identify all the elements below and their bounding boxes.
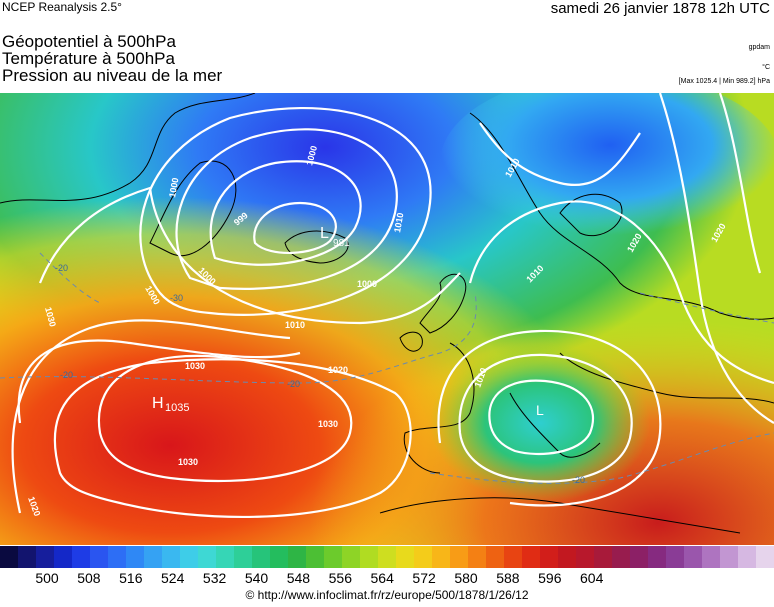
colorbar-swatch: [216, 546, 235, 568]
colorbar-tick-label: 580: [454, 570, 478, 586]
colorbar-swatch: [486, 546, 505, 568]
colorbar-swatch: [666, 546, 685, 568]
isobar-label: 1020: [328, 365, 348, 375]
colorbar-swatch: [252, 546, 271, 568]
colorbar-swatch: [612, 546, 631, 568]
isobars: [11, 93, 774, 519]
isobar-label: 1000: [167, 177, 180, 198]
high-pressure-value: 1035: [165, 402, 189, 414]
colorbar-tick-label: 604: [580, 570, 604, 586]
colorbar-swatch: [738, 546, 757, 568]
isobar-label: 1010: [285, 320, 305, 330]
colorbar-swatch: [720, 546, 739, 568]
colorbar-tick-label: 508: [77, 570, 101, 586]
isotherm-label: -20: [572, 475, 585, 485]
isotherm-label: -20: [60, 370, 73, 380]
colorbar-swatch: [18, 546, 37, 568]
source-label: NCEP Reanalysis 2.5°: [2, 0, 122, 14]
isobar-label: 1030: [178, 457, 198, 467]
coastlines: [0, 93, 774, 534]
colorbar-swatch: [360, 546, 379, 568]
colorbar-swatch: [54, 546, 73, 568]
colorbar-swatch: [684, 546, 703, 568]
footer-url: © http://www.infoclimat.fr/rz/europe/500…: [245, 588, 529, 602]
colorbar-tick-label: 532: [202, 570, 227, 586]
colorbar-tick-label: 524: [161, 570, 185, 586]
low-pressure-symbol: L: [536, 402, 544, 418]
colorbar-swatch: [162, 546, 181, 568]
colorbar-swatch: [180, 546, 199, 568]
colorbar-swatch: [126, 546, 145, 568]
colorbar-swatch: [558, 546, 577, 568]
colorbar-swatch: [288, 546, 307, 568]
colorbar-swatch: [108, 546, 127, 568]
colorbar-swatch: [342, 546, 361, 568]
colorbar-tick-label: 548: [286, 570, 311, 586]
colorbar-ticks: 500 508 516 524 532 540 548 556 564 572 580 588 596 6…: [0, 570, 774, 588]
unit-pressure-range: [Max 1025.4 | Min 989.2] hPa: [678, 78, 770, 85]
isotherm-label: -20: [287, 379, 300, 389]
colorbar-swatch: [144, 546, 163, 568]
colorbar-swatch: [630, 546, 649, 568]
weather-map: 1000 1010 1000 999 1000 1000 1010 1010 1…: [0, 93, 774, 545]
colorbar-swatch: [306, 546, 325, 568]
colorbar-tick-label: 500: [35, 570, 59, 586]
colorbar-swatch: [270, 546, 289, 568]
colorbar-tick-label: 564: [370, 570, 394, 586]
isobar-label: 1000: [357, 279, 377, 289]
colorbar-swatch: [90, 546, 109, 568]
colorbar-swatch: [702, 546, 721, 568]
isobar-label: 1010: [392, 212, 405, 233]
colorbar-swatch: [522, 546, 541, 568]
colorbar-swatch: [450, 546, 469, 568]
colorbar-tick-label: 556: [328, 570, 352, 586]
low-pressure-value: 981: [333, 238, 350, 249]
colorbar-swatch: [414, 546, 433, 568]
colorbar-swatch: [432, 546, 451, 568]
colorbar-swatch: [234, 546, 253, 568]
high-pressure-symbol: H: [152, 395, 164, 412]
unit-gpdam: gpdam: [748, 44, 770, 51]
colorbar-swatch: [0, 546, 19, 568]
colorbar: [0, 546, 774, 568]
colorbar-swatch: [468, 546, 487, 568]
colorbar-swatch: [378, 546, 397, 568]
colorbar-swatch: [72, 546, 91, 568]
title-temperature: Température à 500hPa: [2, 49, 175, 68]
colorbar-swatch: [396, 546, 415, 568]
colorbar-swatch: [324, 546, 343, 568]
colorbar-tick-label: 588: [496, 570, 520, 586]
colorbar-tick-label: 516: [119, 570, 143, 586]
isotherms: [0, 252, 774, 484]
isotherm-label: -30: [170, 293, 183, 303]
colorbar-swatch: [756, 546, 774, 568]
colorbar-swatch: [504, 546, 523, 568]
title-sea-level-pressure: Pression au niveau de la mer: [2, 66, 223, 85]
colorbar-swatch: [648, 546, 667, 568]
colorbar-swatch: [36, 546, 55, 568]
low-pressure-symbol: L: [320, 225, 329, 242]
colorbar-tick-label: 572: [412, 570, 436, 586]
date-time-label: samedi 26 janvier 1878 12h UTC: [550, 0, 770, 17]
colorbar-swatch: [576, 546, 595, 568]
colorbar-swatch: [198, 546, 217, 568]
unit-celsius: °C: [762, 64, 770, 71]
colorbar-tick-label: 540: [244, 570, 269, 586]
colorbar-swatch: [540, 546, 559, 568]
isotherm-label: -20: [55, 263, 68, 273]
title-geopotential: Géopotentiel à 500hPa: [2, 32, 176, 51]
isobar-label: 1030: [185, 361, 205, 371]
colorbar-swatch: [594, 546, 613, 568]
colorbar-tick-label: 596: [538, 570, 562, 586]
isobar-label: 1030: [318, 419, 338, 429]
